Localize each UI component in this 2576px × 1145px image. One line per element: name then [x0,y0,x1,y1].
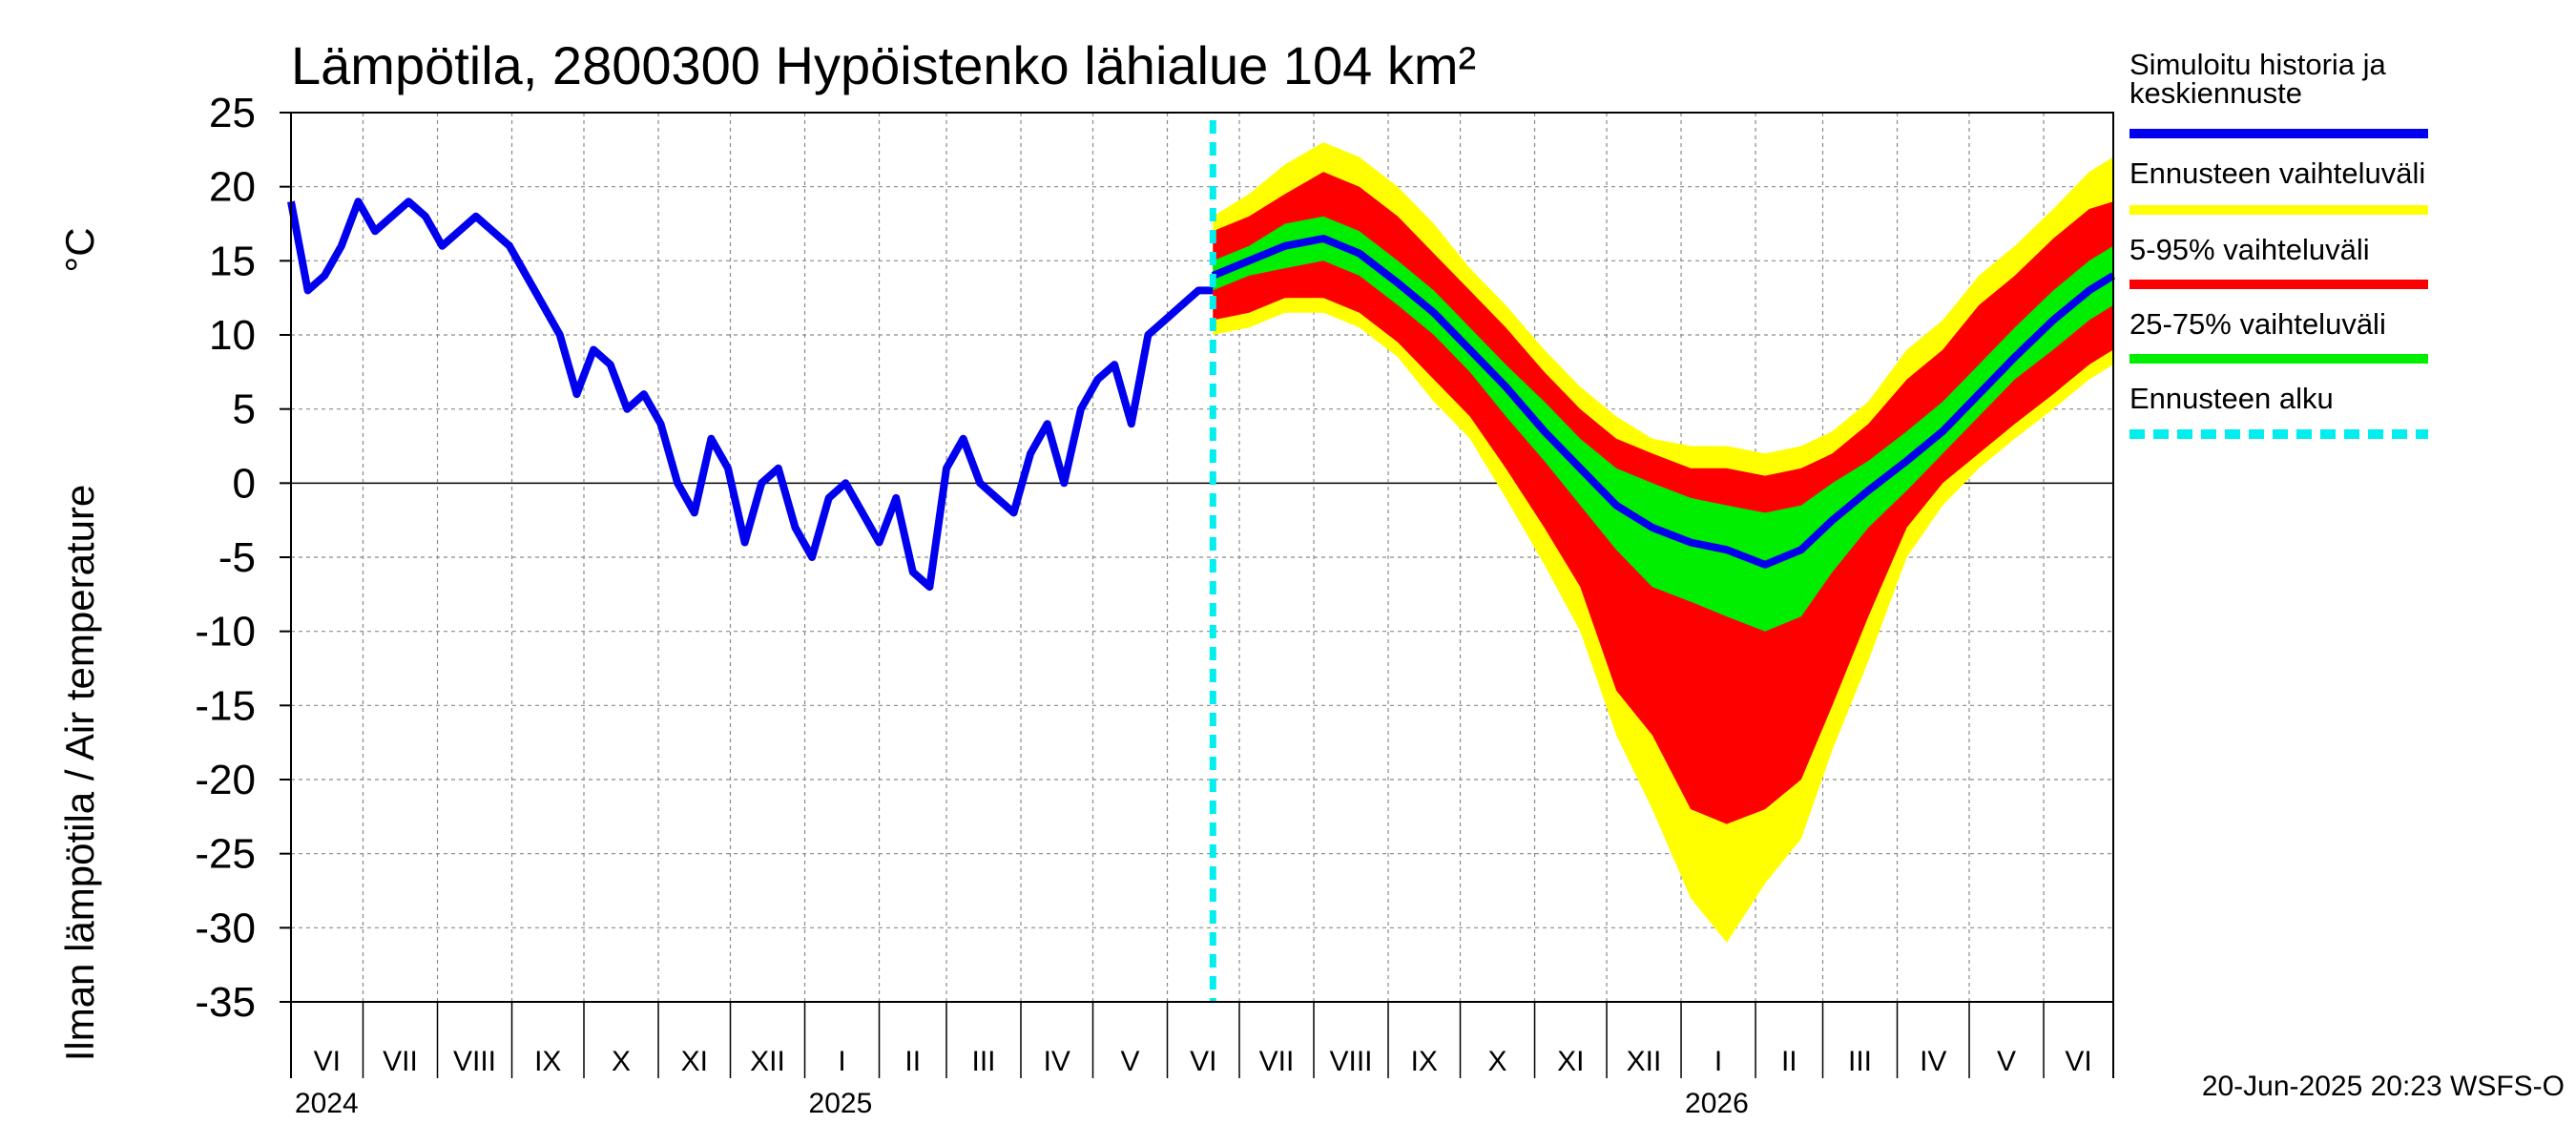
month-label: VI [1190,1046,1216,1077]
y-tick-label: -35 [195,979,256,1026]
year-label: 2026 [1685,1088,1749,1119]
legend-label: keskiennuste [2129,76,2302,110]
month-label: V [1997,1046,2016,1077]
month-label: III [971,1046,995,1077]
y-axis-label: Ilman lämpötila / Air temperature [57,485,102,1062]
y-tick-label: 25 [209,90,256,136]
month-label: I [838,1046,845,1077]
month-label: IX [534,1046,561,1077]
month-label: XII [1627,1046,1662,1077]
legend-label: Ennusteen vaihteluväli [2129,156,2425,190]
footer-timestamp: 20-Jun-2025 20:23 WSFS-O [2202,1071,2565,1102]
y-tick-label: 5 [233,386,256,433]
y-tick-label: 10 [209,312,256,359]
legend-label: 25-75% vaihteluväli [2129,307,2386,341]
month-label: IV [1044,1046,1070,1077]
month-label: IX [1411,1046,1438,1077]
y-tick-label: 20 [209,164,256,211]
median-forecast-line [1211,235,2116,569]
month-label: X [612,1046,631,1077]
x-month-labels: VI VII VIII IX X XI XII I II III IV V VI VII VIII IX X XI… [314,1046,2092,1077]
y-tick-label: 15 [209,238,256,284]
month-label: VIII [1330,1046,1373,1077]
y-tick-label: 0 [233,460,256,507]
y-tick-label: -5 [218,534,256,581]
month-label: X [1488,1046,1507,1077]
y-tick-label: -30 [195,905,256,951]
month-label: VII [1259,1046,1295,1077]
legend-label: 5-95% vaihteluväli [2129,233,2370,266]
month-label: IV [1920,1046,1946,1077]
month-label: XII [750,1046,785,1077]
x-year-labels: 2024 2025 2026 [295,1088,1749,1119]
month-label: VII [383,1046,418,1077]
chart-title: Lämpötila, 2800300 Hypöistenko lähialue … [291,35,1476,95]
y-tick-label: -25 [195,831,256,878]
history-line [287,198,1214,592]
month-label: VIII [453,1046,496,1077]
year-label: 2025 [809,1088,873,1119]
y-tick-label: -20 [195,757,256,803]
month-label: III [1848,1046,1872,1077]
legend-label: Simuloitu historia ja [2129,48,2387,81]
y-tick-label: -15 [195,682,256,729]
y-axis-unit: °C [57,227,102,272]
y-tick-labels: 25 20 15 10 5 0 -5 -10 -15 -20 -25 -30 -35 [195,90,256,1026]
y-axis-label-group: Ilman lämpötila / Air temperature °C [57,227,102,1061]
month-label: XI [681,1046,708,1077]
legend-label: Ennusteen alku [2129,382,2334,415]
series-lines [287,120,2116,1002]
month-label: II [904,1046,921,1077]
month-label: XI [1557,1046,1584,1077]
month-label: I [1714,1046,1722,1077]
month-label: II [1781,1046,1797,1077]
month-label: VI [2065,1046,2091,1077]
grid-lines [291,112,2113,1003]
axes [280,112,2114,1078]
y-tick-label: -10 [195,609,256,656]
year-label: 2024 [295,1088,359,1119]
month-label: V [1120,1046,1139,1077]
month-label: VI [314,1046,341,1077]
